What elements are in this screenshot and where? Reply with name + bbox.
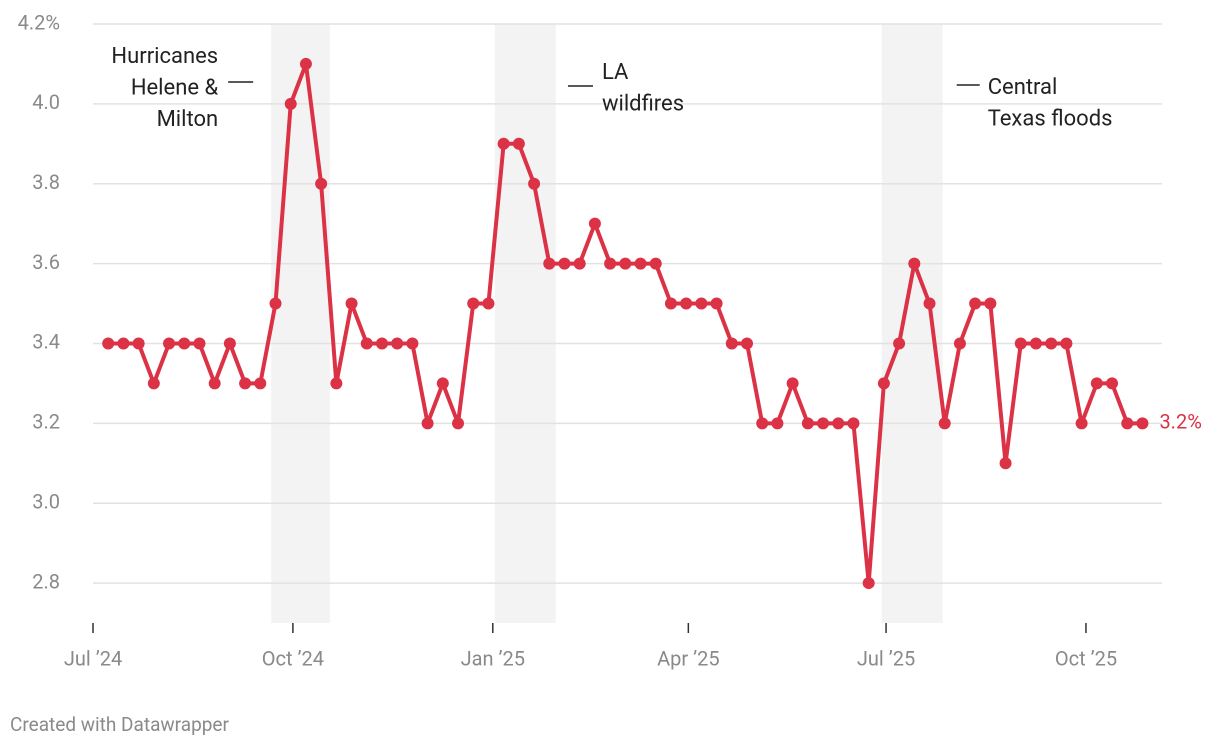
- x-tick-label: Apr ’25: [657, 646, 720, 670]
- point: [908, 257, 921, 270]
- point: [741, 337, 754, 350]
- annotation-text: Central: [988, 75, 1058, 100]
- x-tick-label: Jan ’25: [461, 646, 525, 670]
- point: [193, 337, 206, 350]
- point: [102, 337, 115, 350]
- point: [375, 337, 388, 350]
- point: [649, 257, 662, 270]
- annotation-text: LA: [602, 60, 629, 85]
- x-tick-label: Oct ’25: [1055, 646, 1117, 670]
- y-tick-label: 3.4: [32, 330, 60, 354]
- annotation-text: Helene &: [131, 75, 219, 100]
- y-tick-label: 3.8: [32, 170, 60, 194]
- point: [299, 57, 312, 70]
- point: [847, 417, 860, 430]
- y-tick-label: 2.8: [32, 569, 60, 593]
- point: [147, 377, 160, 390]
- point: [710, 297, 723, 310]
- point: [573, 257, 586, 270]
- point: [345, 297, 358, 310]
- point: [680, 297, 693, 310]
- point: [452, 417, 465, 430]
- point: [269, 297, 282, 310]
- annotation-text: wildfires: [602, 91, 684, 116]
- point: [1014, 337, 1027, 350]
- credit: Created with Datawrapper: [10, 713, 229, 736]
- x-tick-label: Jul ’25: [857, 646, 915, 670]
- point: [771, 417, 784, 430]
- series-line: [108, 61, 1143, 586]
- annotation-text: Texas floods: [988, 106, 1113, 131]
- point: [254, 377, 267, 390]
- y-tick-label: 4.0: [32, 90, 60, 114]
- point: [725, 337, 738, 350]
- y-tick-label: 4.2%: [18, 10, 60, 34]
- point: [877, 377, 890, 390]
- event-band: [271, 24, 330, 623]
- point: [132, 337, 145, 350]
- point: [528, 177, 541, 190]
- point: [406, 337, 419, 350]
- point: [1075, 417, 1088, 430]
- point: [1106, 377, 1119, 390]
- point: [315, 177, 328, 190]
- point: [756, 417, 769, 430]
- x-tick-label: Jul ’24: [64, 646, 122, 670]
- point: [664, 297, 677, 310]
- point: [634, 257, 647, 270]
- point: [163, 337, 176, 350]
- point: [543, 257, 556, 270]
- point: [953, 337, 966, 350]
- point: [117, 337, 130, 350]
- point: [923, 297, 936, 310]
- point: [832, 417, 845, 430]
- point: [421, 417, 434, 430]
- point: [1029, 337, 1042, 350]
- x-tick-label: Oct ’24: [262, 646, 324, 670]
- point: [938, 417, 951, 430]
- point: [1136, 417, 1149, 430]
- point: [208, 377, 221, 390]
- point: [619, 257, 632, 270]
- point: [1060, 337, 1073, 350]
- point: [482, 297, 495, 310]
- value-label: 3.2%: [1159, 410, 1201, 434]
- point: [223, 337, 236, 350]
- point: [512, 137, 525, 150]
- point: [497, 137, 510, 150]
- y-tick-label: 3.0: [32, 489, 60, 513]
- annotation-text: Milton: [157, 107, 219, 132]
- event-band: [494, 24, 556, 623]
- point: [786, 377, 799, 390]
- point: [893, 337, 906, 350]
- point: [1045, 337, 1058, 350]
- point: [1121, 417, 1134, 430]
- point: [360, 337, 373, 350]
- y-tick-label: 3.2: [32, 410, 60, 434]
- point: [999, 457, 1012, 470]
- point: [695, 297, 708, 310]
- point: [1090, 377, 1103, 390]
- point: [436, 377, 449, 390]
- point: [984, 297, 997, 310]
- point: [391, 337, 404, 350]
- point: [330, 377, 343, 390]
- point: [801, 417, 814, 430]
- point: [817, 417, 830, 430]
- point: [178, 337, 191, 350]
- point: [239, 377, 252, 390]
- y-tick-label: 3.6: [32, 250, 60, 274]
- point: [969, 297, 982, 310]
- annotation-text: Hurricanes: [111, 44, 218, 69]
- point: [604, 257, 617, 270]
- point: [284, 97, 297, 110]
- point: [467, 297, 480, 310]
- point: [588, 217, 601, 230]
- point: [862, 577, 875, 590]
- point: [558, 257, 571, 270]
